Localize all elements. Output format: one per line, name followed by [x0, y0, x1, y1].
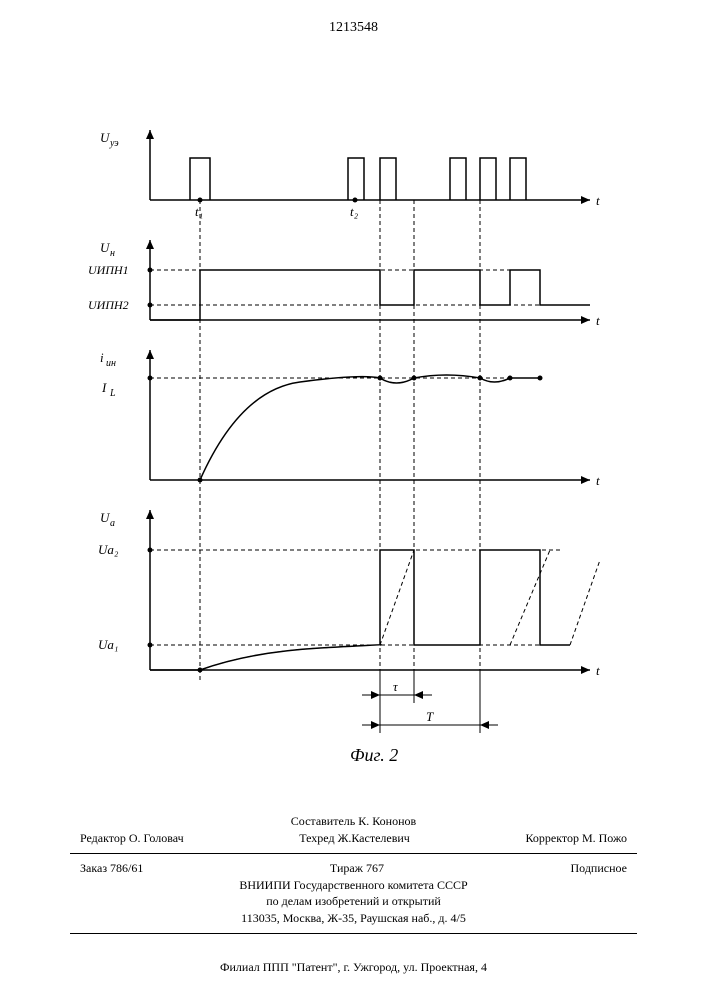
divider-2 — [70, 933, 637, 934]
svg-text:L: L — [109, 388, 116, 399]
org-line-2: по делам изобретений и открытий — [70, 893, 637, 910]
techred-label: Техред Ж.Кастелевич — [299, 830, 410, 847]
svg-text:уэ: уэ — [109, 138, 119, 149]
svg-text:UИПН2: UИПН2 — [88, 298, 129, 312]
svg-text:t: t — [596, 313, 600, 328]
svg-text:н: н — [110, 248, 115, 259]
svg-text:ин: ин — [106, 358, 116, 369]
timing-diagram: Uуэtt₁t₂UнtUИПН1UИПН2iинtILUatUa₂Ua₁τT — [80, 80, 620, 760]
org-line-1: ВНИИПИ Государственного комитета СССР — [70, 877, 637, 894]
corrector-label: Корректор М. Пожо — [525, 830, 627, 847]
figure-label: Фиг. 2 — [350, 745, 398, 766]
credits-row: Редактор О. Головач Техред Ж.Кастелевич … — [70, 830, 637, 847]
svg-text:I: I — [101, 380, 107, 395]
svg-text:t: t — [596, 193, 600, 208]
subscription: Подписное — [571, 860, 628, 877]
svg-text:Ua₂: Ua₂ — [98, 542, 119, 557]
compiler-line: Составитель К. Кононов — [70, 813, 637, 830]
svg-text:τ: τ — [393, 679, 399, 694]
address-line: 113035, Москва, Ж-35, Раушская наб., д. … — [70, 910, 637, 927]
order-number: Заказ 786/61 — [80, 860, 143, 877]
svg-text:i: i — [100, 350, 104, 365]
order-row: Заказ 786/61 Тираж 767 Подписное — [70, 860, 637, 877]
svg-text:UИПН1: UИПН1 — [88, 263, 129, 277]
divider — [70, 853, 637, 854]
document-number: 1213548 — [0, 20, 707, 36]
svg-text:t₂: t₂ — [350, 204, 359, 219]
svg-text:T: T — [426, 709, 434, 724]
svg-text:t: t — [596, 473, 600, 488]
svg-text:t: t — [596, 663, 600, 678]
svg-text:a: a — [110, 518, 115, 529]
svg-text:Ua₁: Ua₁ — [98, 637, 118, 652]
footer-line: Филиал ППП "Патент", г. Ужгород, ул. Про… — [70, 960, 637, 975]
page: 1213548 Uуэtt₁t₂UнtUИПН1UИПН2iинtILUatUa… — [0, 0, 707, 1000]
colophon-block: Составитель К. Кононов Редактор О. Голов… — [70, 813, 637, 940]
tiraj: Тираж 767 — [330, 860, 384, 877]
svg-text:t₁: t₁ — [195, 204, 203, 219]
editor-label: Редактор О. Головач — [80, 830, 184, 847]
